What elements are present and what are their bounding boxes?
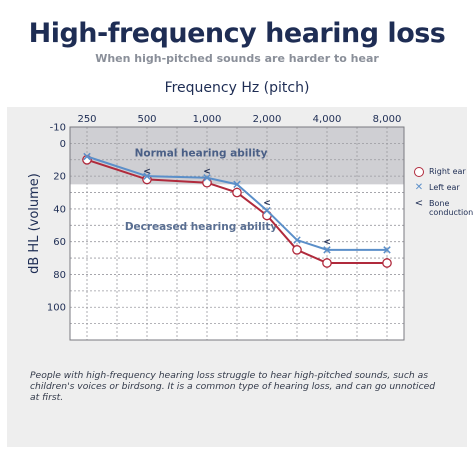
left-ear-marker: [233, 180, 241, 189]
decreased-hearing-label: Decreased hearing ability: [125, 221, 278, 233]
bone-conduction-marker: <: [323, 238, 331, 248]
circle-marker-icon: [414, 167, 424, 177]
page-title: High-frequency hearing loss: [28, 18, 446, 49]
legend-label-right-ear: Right ear: [429, 167, 466, 176]
x-mark-stroke: [263, 206, 271, 215]
y-tick-label: -10: [50, 123, 66, 134]
y-tick-label: 40: [53, 204, 66, 215]
x-tick-label: 1,000: [193, 114, 222, 125]
right-ear-marker: [382, 258, 392, 268]
x-mark-stroke: [383, 246, 391, 254]
legend-label-left-ear: Left ear: [429, 183, 460, 192]
page-subtitle: When high-pitched sounds are harder to h…: [95, 52, 379, 65]
x-tick-label: 250: [77, 114, 96, 125]
x-mark-stroke: [323, 246, 331, 254]
x-tick-label: 2,000: [253, 114, 282, 125]
legend-item-bone-conduction: < Bone conduction: [413, 198, 474, 220]
x-axis-title: Frequency Hz (pitch): [164, 80, 310, 96]
left-ear-marker: [203, 174, 211, 182]
left-ear-marker: [83, 152, 91, 161]
x-mark-stroke: [83, 152, 91, 161]
x-mark-stroke: [233, 180, 241, 189]
y-tick-label: 0: [60, 139, 66, 150]
x-marker-icon: ✕: [414, 182, 424, 193]
x-mark-stroke: [203, 174, 211, 182]
legend-item-left-ear: ✕ Left ear: [413, 182, 471, 198]
bone-conduction-marker: <: [263, 198, 271, 208]
right-ear-marker: [292, 245, 302, 255]
bone-conduction-marker: <: [143, 167, 151, 177]
x-mark-stroke: [143, 172, 151, 180]
bone-conduction-marker: <: [203, 167, 211, 177]
left-ear-line: [86, 155, 387, 251]
caption-text: People with high-frequency hearing loss …: [30, 370, 436, 403]
right-ear-marker: [322, 258, 332, 268]
x-mark-stroke: [293, 236, 301, 244]
right-ear-line: [86, 158, 387, 264]
legend-item-right-ear: Right ear: [413, 166, 471, 182]
chevron-left-icon: <: [414, 198, 424, 209]
x-tick-label: 500: [137, 114, 156, 125]
right-ear-marker: [232, 187, 242, 198]
left-ear-marker: [383, 246, 391, 254]
legend-label-bone-conduction: Bone conduction: [429, 199, 474, 217]
plot-border: [69, 126, 405, 341]
left-ear-marker: [143, 172, 151, 180]
normal-hearing-label: Normal hearing ability: [135, 147, 268, 159]
y-axis-title: dB HL (volume): [27, 173, 42, 274]
y-tick-label: 20: [53, 172, 66, 183]
x-tick-label: 8,000: [373, 114, 402, 125]
x-tick-label: 4,000: [313, 114, 342, 125]
left-ear-marker: [263, 206, 271, 215]
left-ear-marker: [293, 236, 301, 244]
left-ear-marker: [323, 246, 331, 254]
y-tick-label: 100: [47, 303, 66, 314]
y-tick-label: 60: [53, 237, 66, 248]
y-tick-label: 80: [53, 270, 66, 281]
legend: Right ear ✕ Left ear < Bone conduction: [413, 166, 474, 220]
